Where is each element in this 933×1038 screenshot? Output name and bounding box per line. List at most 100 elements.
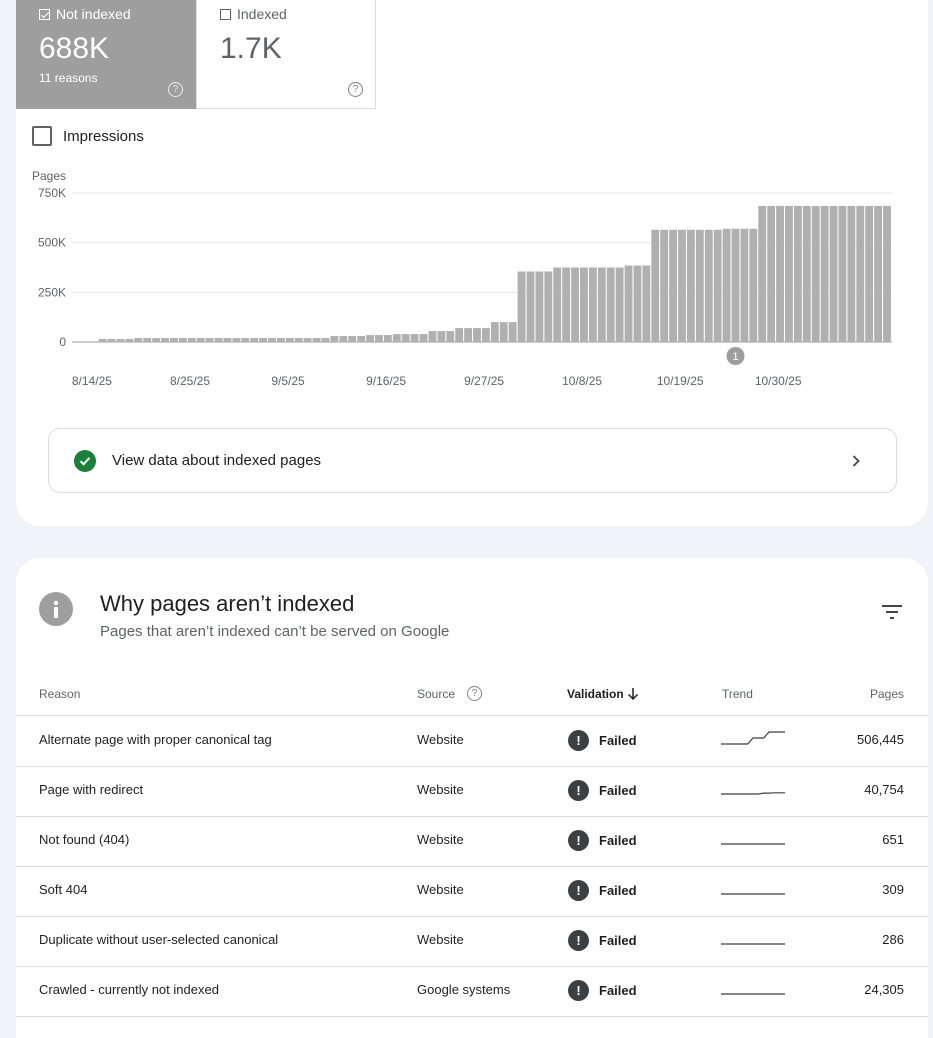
impressions-toggle[interactable]: Impressions	[32, 126, 144, 146]
chart-bar[interactable]	[651, 229, 660, 342]
chart-bar[interactable]	[152, 338, 161, 342]
chart-bar[interactable]	[285, 338, 294, 342]
chart-bar[interactable]	[268, 338, 276, 342]
chart-bar[interactable]	[669, 229, 678, 342]
chart-bar[interactable]	[695, 229, 704, 342]
chart-bar[interactable]	[134, 338, 143, 342]
chart-bar[interactable]	[562, 267, 571, 343]
chart-bar[interactable]	[526, 271, 535, 342]
chart-bar[interactable]	[633, 265, 642, 342]
chart-bar[interactable]	[517, 271, 526, 342]
chart-bar[interactable]	[303, 338, 312, 342]
chart-bar[interactable]	[829, 205, 838, 342]
chart-bar[interactable]	[98, 339, 107, 342]
chart-bar[interactable]	[143, 338, 152, 342]
not-indexed-tile[interactable]: Not indexed 688K 11 reasons ?	[16, 0, 196, 109]
chart-bar[interactable]	[187, 338, 196, 342]
chart-bar[interactable]	[606, 267, 615, 343]
chart-bar[interactable]	[125, 339, 134, 342]
chart-bar[interactable]	[615, 267, 624, 343]
header-validation[interactable]: Validation	[567, 687, 624, 701]
chart-bar[interactable]	[375, 335, 383, 342]
chart-bar[interactable]	[838, 205, 847, 342]
view-indexed-pages-row[interactable]: View data about indexed pages	[48, 428, 897, 493]
chart-bar[interactable]	[321, 338, 330, 342]
table-row[interactable]: Page with redirect Website! Failed 40,754	[16, 766, 928, 817]
chart-bar[interactable]	[660, 229, 669, 342]
chart-bar[interactable]	[178, 338, 187, 342]
chart-bar[interactable]	[410, 334, 419, 342]
header-pages[interactable]: Pages	[869, 687, 904, 701]
chart-bar[interactable]	[277, 338, 285, 342]
chart-bar[interactable]	[544, 271, 553, 342]
chart-bar[interactable]	[535, 271, 544, 342]
chart-bar[interactable]	[259, 338, 268, 342]
table-row[interactable]: Duplicate without user-selected canonica…	[16, 916, 928, 967]
chart-bar[interactable]	[883, 205, 891, 342]
chart-bar[interactable]	[820, 205, 829, 342]
chart-bar[interactable]	[874, 205, 883, 342]
chart-bar[interactable]	[758, 205, 767, 342]
chart-bar[interactable]	[250, 338, 259, 342]
chart-bar[interactable]	[428, 331, 437, 342]
chart-bar[interactable]	[490, 322, 499, 342]
chart-bar[interactable]	[419, 334, 428, 342]
chart-bar[interactable]	[205, 338, 214, 342]
chart-bar[interactable]	[847, 205, 856, 342]
chart-bar[interactable]	[312, 338, 321, 342]
chart-bar[interactable]	[785, 205, 793, 342]
chart-bar[interactable]	[776, 205, 784, 342]
chart-bar[interactable]	[437, 331, 446, 342]
chart-bar[interactable]	[588, 267, 597, 343]
chart-bar[interactable]	[704, 229, 713, 342]
indexed-tile[interactable]: Indexed 1.7K ?	[196, 0, 376, 109]
checkbox-checked-icon[interactable]	[39, 8, 50, 20]
chart-bar[interactable]	[383, 335, 392, 342]
chart-bar[interactable]	[170, 338, 178, 342]
chart-bar[interactable]	[401, 334, 410, 342]
help-icon[interactable]: ?	[168, 82, 183, 97]
chart-bar[interactable]	[107, 339, 116, 342]
chart-bar[interactable]	[802, 205, 811, 342]
chart-bar[interactable]	[553, 267, 562, 343]
chart-bar[interactable]	[330, 336, 339, 342]
chart-bar[interactable]	[793, 205, 802, 342]
table-row[interactable]: Alternate page with proper canonical tag…	[16, 716, 928, 767]
chart-bar[interactable]	[161, 338, 169, 342]
chart-bar[interactable]	[508, 322, 517, 342]
chart-bar[interactable]	[597, 267, 606, 343]
chart-bar[interactable]	[624, 265, 633, 342]
help-icon[interactable]: ?	[467, 686, 482, 701]
chart-bar[interactable]	[473, 328, 481, 342]
chart-bar[interactable]	[482, 328, 490, 342]
chart-bar[interactable]	[722, 228, 731, 342]
chart-bar[interactable]	[749, 228, 758, 342]
checkbox-icon[interactable]	[220, 8, 231, 20]
chart-bar[interactable]	[196, 338, 205, 342]
chart-bar[interactable]	[223, 338, 232, 342]
chart-bar[interactable]	[357, 336, 366, 342]
chart-bar[interactable]	[348, 336, 357, 342]
chart-bar[interactable]	[392, 334, 401, 342]
chart-bar[interactable]	[571, 267, 579, 343]
chart-bar[interactable]	[740, 228, 749, 342]
filter-icon[interactable]	[882, 604, 902, 625]
chart-bar[interactable]	[294, 338, 303, 342]
chart-bar[interactable]	[446, 331, 455, 342]
table-row[interactable]: Not found (404) Website! Failed 651	[16, 816, 928, 867]
table-row[interactable]: Soft 404 Website! Failed 309	[16, 866, 928, 917]
header-reason[interactable]: Reason	[39, 687, 81, 701]
chart-bar[interactable]	[339, 336, 348, 342]
table-row[interactable]: Crawled - currently not indexed Google sy…	[16, 966, 928, 1017]
header-source[interactable]: Source	[417, 687, 456, 701]
chart-bar[interactable]	[580, 267, 588, 343]
chart-bar[interactable]	[214, 338, 223, 342]
chart-bar[interactable]	[856, 205, 865, 342]
chart-bar[interactable]	[455, 328, 464, 342]
chart-bar[interactable]	[687, 229, 695, 342]
chart-bar[interactable]	[731, 228, 740, 342]
chart-bar[interactable]	[811, 205, 820, 342]
chart-bar[interactable]	[241, 338, 250, 342]
chart-bar[interactable]	[713, 229, 722, 342]
arrow-down-icon[interactable]	[627, 687, 639, 704]
